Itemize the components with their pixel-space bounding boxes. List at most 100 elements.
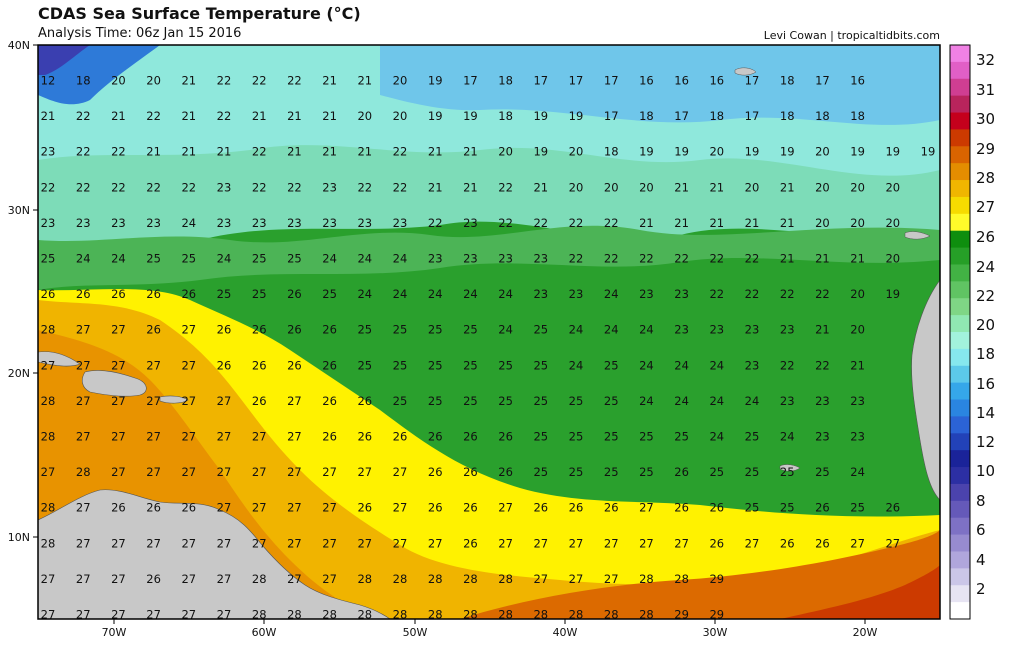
sst-value: 21 <box>252 109 267 123</box>
sst-value: 27 <box>181 323 196 337</box>
colorbar-segment <box>950 416 970 434</box>
sst-value: 19 <box>674 145 689 159</box>
sst-value: 25 <box>217 287 232 301</box>
colorbar-segment <box>950 534 970 552</box>
sst-value: 21 <box>322 145 337 159</box>
sst-value: 27 <box>41 465 56 479</box>
sst-value: 22 <box>146 109 161 123</box>
colorbar-segment <box>950 382 970 401</box>
sst-value: 20 <box>709 145 724 159</box>
sst-value: 18 <box>498 74 513 88</box>
sst-value: 26 <box>709 536 724 550</box>
sst-value: 25 <box>146 252 161 266</box>
sst-value: 25 <box>463 394 478 408</box>
sst-value: 23 <box>322 216 337 230</box>
lon-tick-label: 30W <box>703 626 728 639</box>
sst-value: 21 <box>709 180 724 194</box>
sst-value: 25 <box>780 465 795 479</box>
sst-value: 25 <box>604 465 619 479</box>
sst-value: 21 <box>322 74 337 88</box>
sst-value: 20 <box>815 145 830 159</box>
sst-value: 25 <box>393 323 408 337</box>
sst-value: 21 <box>287 145 302 159</box>
colorbar-segment <box>950 230 970 249</box>
sst-value: 20 <box>850 216 865 230</box>
sst-value: 27 <box>287 572 302 586</box>
sst-value: 12 <box>41 74 56 88</box>
sst-value: 25 <box>428 358 443 372</box>
sst-value: 24 <box>674 358 689 372</box>
sst-value: 20 <box>815 216 830 230</box>
sst-value: 25 <box>428 323 443 337</box>
sst-value: 22 <box>76 180 91 194</box>
sst-value: 17 <box>745 74 760 88</box>
sst-value: 25 <box>533 465 548 479</box>
sst-value: 28 <box>428 572 443 586</box>
sst-value: 28 <box>41 323 56 337</box>
sst-value: 23 <box>569 287 584 301</box>
colorbar-label: 4 <box>976 551 986 569</box>
sst-value: 27 <box>181 608 196 622</box>
sst-value: 24 <box>569 358 584 372</box>
colorbar-segment <box>950 146 970 164</box>
colorbar-label: 22 <box>976 287 995 305</box>
sst-value: 27 <box>287 430 302 444</box>
sst-value: 24 <box>745 394 760 408</box>
sst-value: 23 <box>745 323 760 337</box>
sst-value: 20 <box>745 180 760 194</box>
sst-value: 27 <box>217 430 232 444</box>
sst-value: 21 <box>709 216 724 230</box>
sst-value: 21 <box>780 216 795 230</box>
sst-value: 23 <box>357 216 372 230</box>
sst-value: 26 <box>428 430 443 444</box>
sst-value: 24 <box>709 430 724 444</box>
sst-value: 26 <box>146 572 161 586</box>
sst-value: 27 <box>76 394 91 408</box>
sst-value: 21 <box>428 180 443 194</box>
sst-value: 16 <box>674 74 689 88</box>
sst-value: 26 <box>885 501 900 515</box>
sst-value: 24 <box>569 323 584 337</box>
sst-value: 19 <box>780 145 795 159</box>
sst-value: 17 <box>569 74 584 88</box>
sst-value: 25 <box>745 465 760 479</box>
sst-value: 26 <box>674 465 689 479</box>
africa-land <box>911 279 940 501</box>
sst-value: 27 <box>287 465 302 479</box>
sst-value: 27 <box>111 430 126 444</box>
sst-value: 27 <box>569 536 584 550</box>
sst-value: 25 <box>393 394 408 408</box>
sst-value: 22 <box>287 74 302 88</box>
sst-value: 27 <box>76 536 91 550</box>
sst-value: 24 <box>357 287 372 301</box>
sst-value: 26 <box>463 501 478 515</box>
sst-value: 27 <box>498 536 513 550</box>
sst-value: 27 <box>604 536 619 550</box>
coldest-band <box>380 45 940 125</box>
sst-value: 21 <box>287 109 302 123</box>
sst-value: 21 <box>322 109 337 123</box>
sst-value: 27 <box>111 323 126 337</box>
sst-value: 26 <box>498 465 513 479</box>
sst-value: 27 <box>533 572 548 586</box>
sst-value: 20 <box>639 180 654 194</box>
colorbar-label: 31 <box>976 81 995 99</box>
sst-value: 24 <box>639 358 654 372</box>
sst-value: 22 <box>674 252 689 266</box>
map-field: 12 18 20 20 21 22 22 22 21 21 20 19 17 18 17 17 17 16 16 16… <box>38 45 940 622</box>
sst-value: 18 <box>604 145 619 159</box>
sst-value: 25 <box>639 465 654 479</box>
sst-value: 26 <box>146 501 161 515</box>
sst-value: 27 <box>76 430 91 444</box>
sst-value: 23 <box>815 430 830 444</box>
colorbar-label: 10 <box>976 462 995 480</box>
sst-value: 26 <box>815 501 830 515</box>
colorbar-segment <box>950 298 970 316</box>
sst-value: 25 <box>533 430 548 444</box>
sst-value: 25 <box>393 358 408 372</box>
sst-value: 27 <box>41 608 56 622</box>
sst-value: 26 <box>181 501 196 515</box>
sst-value: 23 <box>41 216 56 230</box>
sst-value: 21 <box>533 180 548 194</box>
sst-value: 28 <box>41 430 56 444</box>
